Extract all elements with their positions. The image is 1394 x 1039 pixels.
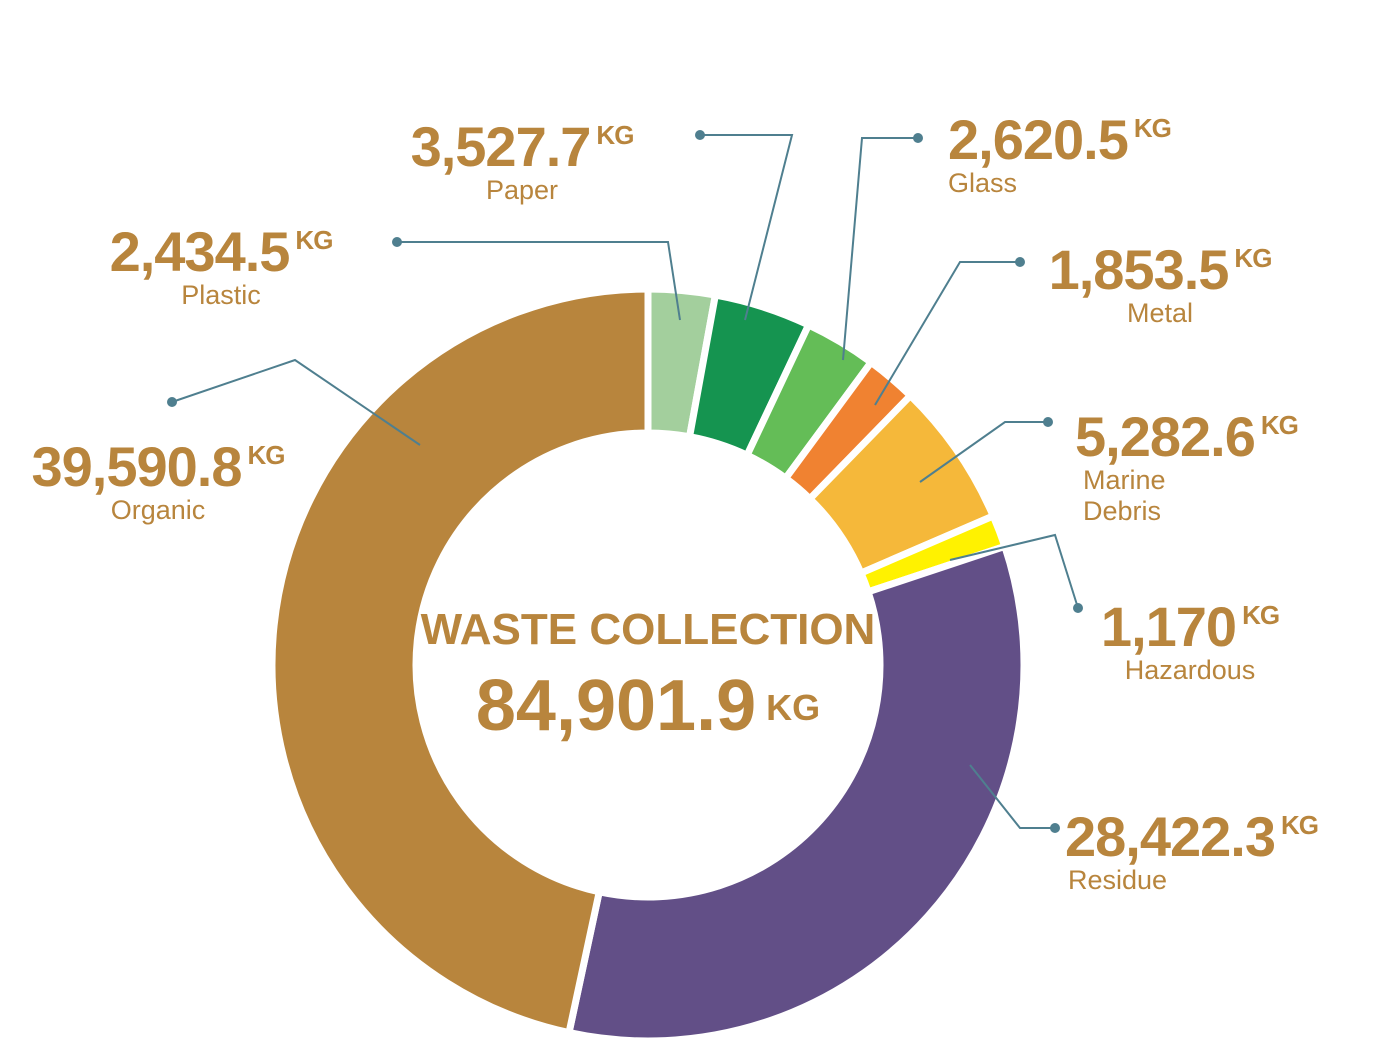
unit-label: KG [1234,243,1272,273]
category-wrap: Organic [32,495,285,526]
leader-line [171,358,421,446]
leader-dot [167,397,177,407]
category-wrap: Marine Debris [1075,465,1193,527]
category-label: Residue [1068,865,1168,895]
category-label: Organic [110,495,206,525]
value-line: 2,434.5 KG [109,212,334,283]
category-label: Plastic [181,280,261,310]
unit-label: KG [1280,810,1319,840]
slice-label: 1,170 KG Hazardous [1100,587,1280,686]
value-line: 1,170 KG [1100,587,1280,658]
category-wrap: Hazardous [1101,655,1279,686]
value-label: 2,620.5 [948,108,1129,171]
unit-label: KG [1242,600,1280,630]
category-label: Paper [485,175,559,205]
value-label: 39,590.8 [31,435,243,498]
slice-label: 1,853.5 KG Metal [1048,230,1273,329]
leader-dot [392,237,402,247]
value-label: 1,170 [1100,595,1237,658]
slice [564,541,1028,1039]
unit-label: KG [596,120,634,150]
leader-dot [1073,603,1083,613]
slice-label: 5,282.6 KG Marine Debris [1075,397,1299,527]
category-wrap: Glass [948,168,1171,199]
leader-dot [1050,823,1060,833]
category-label: Hazardous [1124,655,1256,685]
leader-line [842,137,918,361]
slice-label: 2,434.5 KG Plastic [109,212,334,311]
unit-label: KG [1260,410,1299,440]
total: 84,901.9 KG [476,665,820,747]
value-label: 5,282.6 [1075,405,1256,468]
value-line: 5,282.6 KG [1075,397,1299,468]
value-label: 3,527.7 [410,115,592,178]
slice [268,285,652,1037]
leader-dot [1015,257,1025,267]
leader-dot [1043,417,1053,427]
leader-dot [695,130,705,140]
chart-title: WASTE COLLECTION [420,605,876,654]
value-label: 1,853.5 [1048,238,1230,301]
slice-label: 3,527.7 KG Paper [410,107,635,206]
category-wrap: Metal [1049,298,1272,329]
total-value: 84,901.9 [475,666,757,746]
total-unit: KG [766,687,821,728]
value-label: 28,422.3 [1065,805,1276,868]
slice-label: 39,590.8 KG Organic [31,427,286,526]
slice-label: 2,620.5 KG Glass [948,100,1172,199]
unit-label: KG [1133,113,1172,143]
value-line: 39,590.8 KG [31,427,286,498]
value-line: 1,853.5 KG [1048,230,1273,301]
category-wrap: Residue [1065,865,1318,896]
leader-line [397,241,681,321]
unit-label: KG [295,225,333,255]
leader-line [700,134,794,321]
value-line: 3,527.7 KG [410,107,635,178]
value-label: 2,434.5 [109,220,291,283]
leader-line [874,261,1020,406]
leader-line [949,533,1079,609]
category-wrap: Paper [411,175,634,206]
category-wrap: Plastic [110,280,333,311]
value-line: 2,620.5 KG [948,100,1172,171]
slice-label: 28,422.3 KG Residue [1065,797,1319,896]
category-label: Metal [1126,298,1194,328]
unit-label: KG [247,440,285,470]
category-label: Marine Debris [1083,465,1166,526]
value-line: 28,422.3 KG [1065,797,1319,868]
leader-line [919,421,1048,483]
leader-line [969,764,1055,829]
category-label: Glass [948,168,1018,198]
leader-dot [913,133,923,143]
